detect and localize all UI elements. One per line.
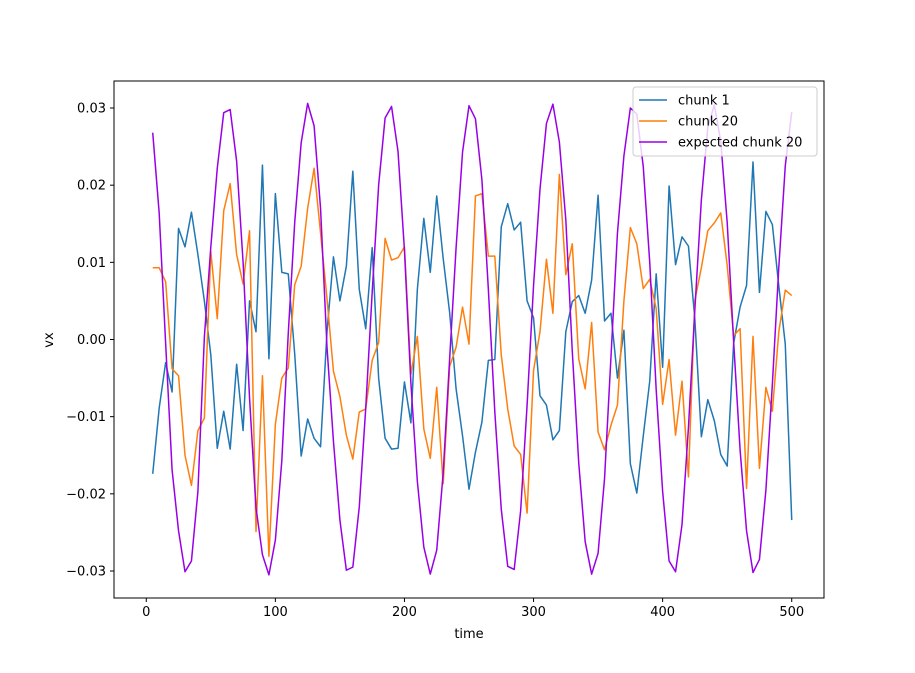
plot-lines xyxy=(151,102,793,576)
x-tick-label: 0 xyxy=(142,605,150,620)
series-line-1 xyxy=(151,161,793,521)
x-tick-label: 500 xyxy=(779,605,804,620)
y-tick-label: 0.02 xyxy=(77,179,106,194)
x-axis-label: time xyxy=(454,627,483,642)
legend-label: chunk 1 xyxy=(678,94,730,109)
y-tick-label: −0.03 xyxy=(66,564,106,579)
y-tick-label: 0.03 xyxy=(77,102,106,117)
y-axis-label: vx xyxy=(42,332,57,348)
x-tick-label: 100 xyxy=(263,605,288,620)
legend-box xyxy=(632,86,818,157)
series-line-3 xyxy=(151,102,793,576)
y-tick-label: 0.01 xyxy=(77,256,106,271)
series-line-2 xyxy=(152,167,793,558)
y-tick-label: −0.02 xyxy=(66,487,106,502)
legend-label: chunk 20 xyxy=(678,115,738,130)
y-tick-label: −0.01 xyxy=(66,410,106,425)
x-tick-label: 200 xyxy=(392,605,417,620)
legend: chunk 1 chunk 20 expected chunk 20 xyxy=(632,86,818,157)
y-axis: −0.03 −0.02 −0.01 0.00 0.01 0.02 0.03 xyxy=(66,102,114,579)
x-tick-label: 300 xyxy=(521,605,546,620)
x-axis: 0 100 200 300 400 500 xyxy=(142,598,804,620)
x-tick-label: 400 xyxy=(650,605,675,620)
y-tick-label: 0.00 xyxy=(77,333,106,348)
legend-label: expected chunk 20 xyxy=(678,136,802,151)
